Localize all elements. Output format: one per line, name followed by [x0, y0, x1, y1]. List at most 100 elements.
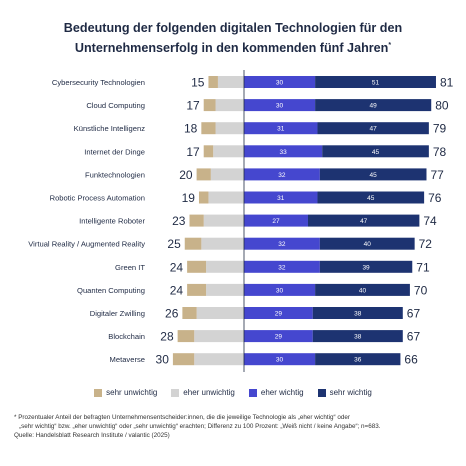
- value-label-eher-wichtig: 32: [278, 241, 286, 248]
- legend-swatch-eher-unwichtig: [171, 388, 180, 397]
- bar-sehr-unwichtig: [182, 307, 197, 319]
- bar-sehr-unwichtig: [177, 330, 195, 343]
- diverging-bar-chart: Cybersecurity Technologien 15 30 51 81 Cloud …: [28, 70, 454, 372]
- bar-eher-unwichtig: [206, 283, 244, 296]
- value-label-eher-wichtig: 31: [277, 195, 285, 202]
- legend-label-eher-unwichtig: eher unwichtig: [183, 388, 235, 397]
- category-label: Blockchain: [108, 332, 145, 341]
- positive-total-label: 67: [407, 307, 421, 321]
- bar-sehr-unwichtig: [184, 237, 202, 250]
- bar-sehr-wichtig: [315, 283, 410, 296]
- category-label: Quanten Computing: [77, 286, 145, 295]
- bar-sehr-unwichtig: [172, 353, 195, 366]
- bar-sehr-unwichtig: [198, 191, 209, 204]
- bar-eher-wichtig: [244, 260, 320, 273]
- value-label-sehr-wichtig: 45: [367, 195, 375, 202]
- value-label-eher-wichtig: 30: [276, 357, 284, 364]
- category-label: Green IT: [115, 263, 145, 272]
- title-footnote-mark: *: [388, 42, 392, 49]
- category-label: Cybersecurity Technologien: [52, 78, 145, 87]
- category-label: Robotic Process Automation: [50, 194, 145, 203]
- negative-total-label: 24: [170, 283, 184, 297]
- negative-total-label: 23: [172, 214, 186, 228]
- category-label: Internet der Dinge: [84, 147, 145, 156]
- value-label-eher-wichtig: 31: [277, 126, 285, 133]
- bar-eher-unwichtig: [194, 353, 244, 366]
- bar-sehr-wichtig: [315, 76, 436, 88]
- positive-total-label: 76: [428, 191, 442, 205]
- bar-sehr-wichtig: [322, 145, 429, 158]
- bar-eher-wichtig: [244, 191, 318, 204]
- value-label-eher-wichtig: 30: [276, 103, 284, 110]
- bar-sehr-unwichtig: [187, 260, 207, 273]
- legend-label-sehr-wichtig: sehr wichtig: [329, 388, 372, 397]
- bar-sehr-unwichtig: [203, 99, 216, 112]
- bar-eher-wichtig: [244, 99, 316, 112]
- title-line-2: Unternehmenserfolg in den kommenden fünf…: [0, 37, 466, 57]
- category-label: Cloud Computing: [86, 101, 145, 110]
- value-label-eher-wichtig: 32: [278, 172, 286, 179]
- bar-sehr-unwichtig: [203, 145, 214, 158]
- negative-total-label: 25: [167, 237, 181, 251]
- legend-item-sehr-unwichtig: sehr unwichtig: [94, 388, 157, 397]
- value-label-eher-wichtig: 27: [272, 218, 280, 225]
- bar-eher-wichtig: [244, 330, 313, 343]
- legend-item-eher-unwichtig: eher unwichtig: [171, 388, 235, 397]
- legend-item-eher-wichtig: eher wichtig: [248, 388, 304, 397]
- legend: sehr unwichtig eher unwichtig eher wicht…: [0, 388, 466, 397]
- bar-sehr-wichtig: [319, 168, 427, 181]
- category-label: Virtual Reality / Augmented Reality: [28, 240, 145, 249]
- positive-total-label: 80: [435, 99, 449, 113]
- value-label-sehr-wichtig: 39: [362, 264, 370, 271]
- positive-total-label: 74: [423, 214, 437, 228]
- value-label-sehr-wichtig: 40: [364, 241, 372, 248]
- bar-eher-unwichtig: [194, 330, 244, 343]
- title-line-2-text: Unternehmenserfolg in den kommenden fünf…: [74, 41, 389, 56]
- positive-total-label: 72: [419, 237, 433, 251]
- positive-total-label: 66: [404, 353, 418, 367]
- bar-eher-unwichtig: [213, 145, 244, 158]
- value-label-sehr-wichtig: 45: [370, 172, 378, 179]
- bar-eher-wichtig: [244, 168, 320, 181]
- value-label-sehr-wichtig: 36: [354, 357, 362, 364]
- bar-sehr-unwichtig: [196, 168, 211, 181]
- bar-sehr-wichtig: [307, 214, 420, 227]
- negative-total-label: 17: [186, 145, 200, 159]
- negative-total-label: 15: [191, 76, 205, 90]
- value-label-eher-wichtig: 30: [276, 80, 284, 87]
- legend-swatch-eher-wichtig: [248, 388, 257, 397]
- category-label: Intelligente Roboter: [79, 217, 145, 226]
- negative-total-label: 17: [186, 99, 200, 113]
- bar-eher-unwichtig: [217, 76, 244, 88]
- value-label-eher-wichtig: 29: [275, 311, 283, 318]
- value-label-sehr-wichtig: 38: [354, 334, 362, 341]
- bar-eher-unwichtig: [215, 122, 244, 135]
- category-label: Digitaler Zwilling: [90, 309, 145, 318]
- positive-total-label: 79: [433, 122, 447, 136]
- negative-total-label: 28: [160, 330, 174, 344]
- bar-eher-wichtig: [244, 307, 313, 319]
- bar-sehr-wichtig: [315, 99, 432, 112]
- source-note: Quelle: Handelsblatt Research Institute …: [14, 432, 170, 439]
- bar-sehr-wichtig: [312, 330, 403, 343]
- bar-eher-wichtig: [244, 237, 320, 250]
- positive-total-label: 81: [440, 76, 454, 90]
- bar-sehr-wichtig: [317, 191, 425, 204]
- negative-total-label: 30: [156, 353, 170, 367]
- bar-sehr-wichtig: [317, 122, 429, 135]
- bar-eher-wichtig: [244, 283, 316, 296]
- legend-swatch-sehr-unwichtig: [94, 388, 103, 397]
- negative-total-label: 18: [184, 122, 198, 136]
- chart-title: Bedeutung der folgenden digitalen Techno…: [0, 20, 466, 57]
- bar-sehr-unwichtig: [187, 283, 207, 296]
- positive-total-label: 71: [416, 260, 430, 274]
- bar-sehr-unwichtig: [208, 76, 218, 88]
- negative-total-label: 20: [179, 168, 193, 182]
- bar-eher-wichtig: [244, 76, 316, 88]
- negative-total-label: 26: [165, 307, 179, 321]
- footnote-line-2: „sehr wichtig“ bzw. „eher unwichtig“ ode…: [19, 423, 381, 430]
- bar-sehr-wichtig: [312, 307, 403, 319]
- title-line-1: Bedeutung der folgenden digitalen Techno…: [63, 21, 403, 35]
- value-label-sehr-wichtig: 47: [360, 218, 368, 225]
- bar-eher-unwichtig: [203, 214, 244, 227]
